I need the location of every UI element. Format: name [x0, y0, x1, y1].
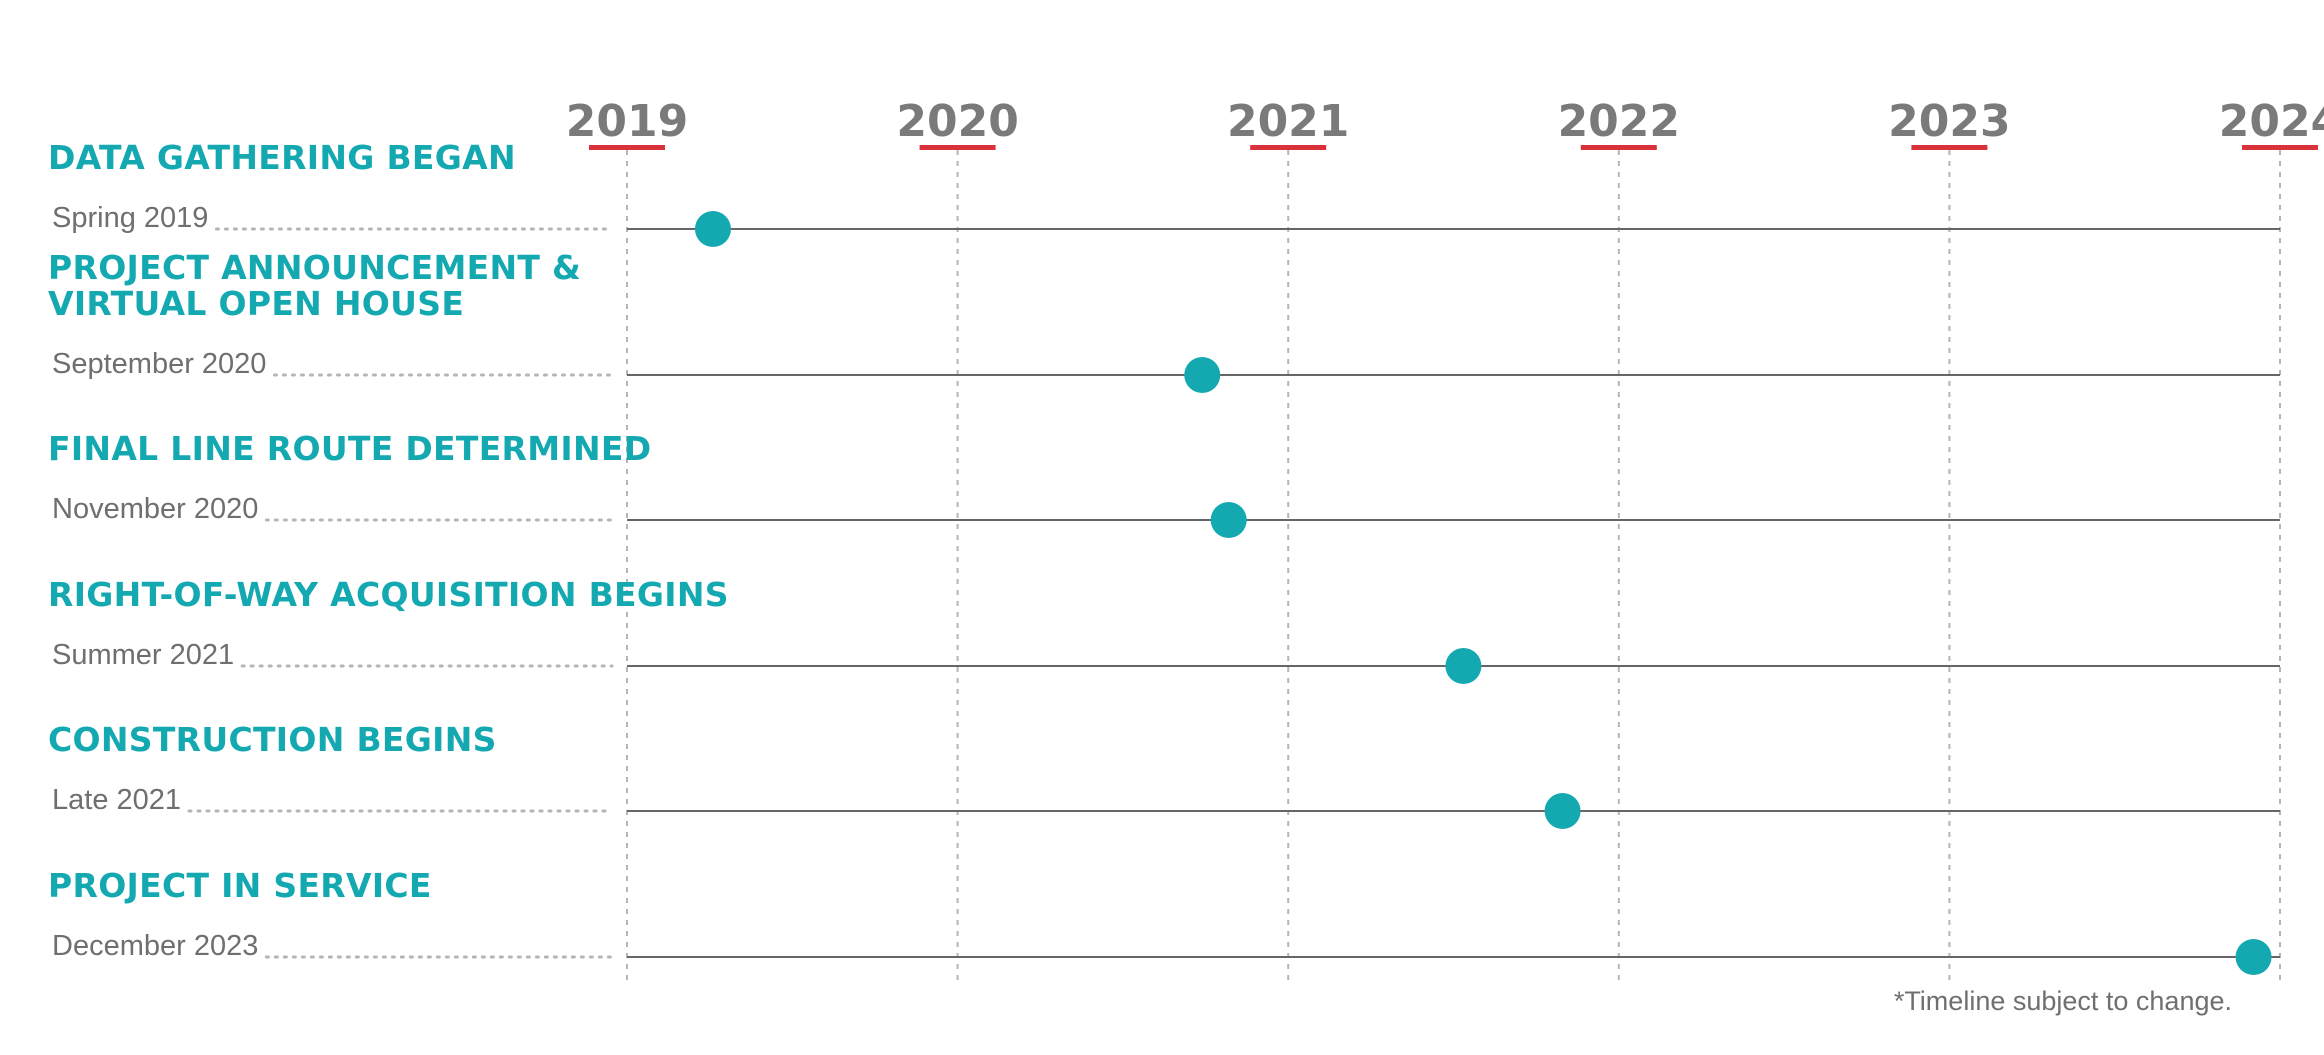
milestone-marker [1544, 793, 1581, 829]
year-underline [1250, 145, 1327, 150]
milestone-date-label: September 2020 [52, 348, 266, 380]
milestone-marker [1184, 357, 1221, 393]
year-underline [1580, 145, 1657, 150]
milestone-marker [1210, 502, 1247, 538]
year-underline [1911, 145, 1988, 150]
milestone-marker [1445, 648, 1482, 684]
milestone-date-label: Summer 2021 [52, 639, 234, 671]
year-tick-label: 2024 [2219, 96, 2324, 147]
year-underline [919, 145, 996, 150]
milestone-marker [694, 211, 731, 247]
year-tick-label: 2023 [1888, 96, 2010, 147]
milestone-title: VIRTUAL OPEN HOUSE [48, 284, 464, 323]
milestone-date-label: Spring 2019 [52, 202, 208, 234]
milestone-date-label: November 2020 [52, 493, 258, 525]
year-tick-label: 2019 [566, 96, 688, 147]
milestone-date-label: December 2023 [52, 930, 258, 962]
milestone-title: CONSTRUCTION BEGINS [48, 720, 497, 759]
milestone-title: FINAL LINE ROUTE DETERMINED [48, 429, 651, 468]
year-underline [589, 145, 665, 150]
year-tick-label: 2022 [1558, 96, 1680, 147]
year-tick-label: 2021 [1227, 96, 1349, 147]
milestone-title: PROJECT IN SERVICE [48, 866, 432, 905]
milestone-title: PROJECT ANNOUNCEMENT & [48, 248, 581, 287]
year-tick-label: 2020 [896, 96, 1018, 147]
milestone-title: RIGHT-OF-WAY ACQUISITION BEGINS [48, 575, 729, 614]
milestone-title: DATA GATHERING BEGAN [48, 138, 516, 177]
year-underline [2242, 145, 2318, 150]
milestone-marker [2235, 939, 2272, 975]
milestone-date-label: Late 2021 [52, 784, 181, 816]
footnote: *Timeline subject to change. [1894, 986, 2232, 1016]
